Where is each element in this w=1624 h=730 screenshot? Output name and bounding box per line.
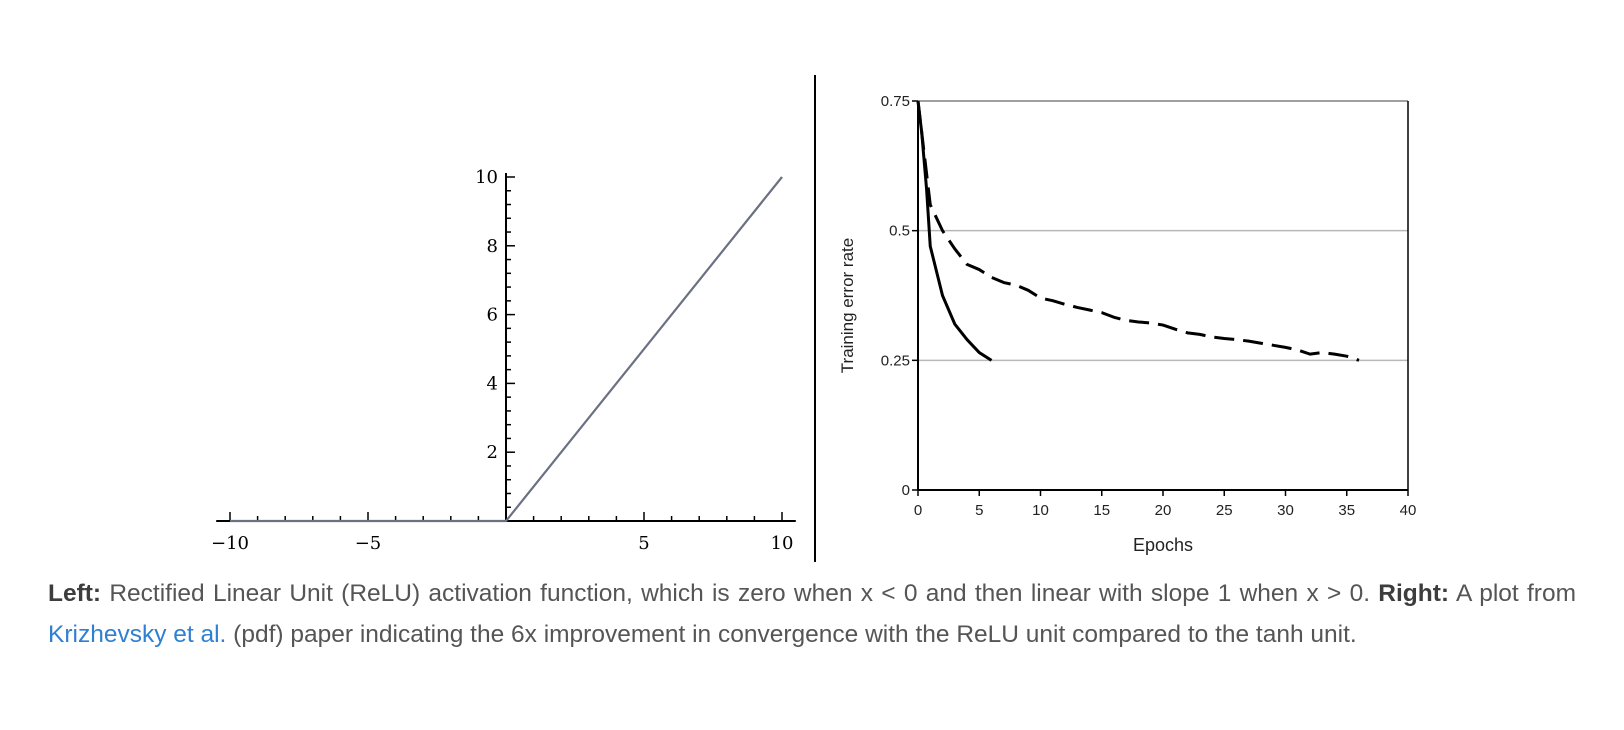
x-tick-label: 5: [975, 502, 983, 519]
caption-left-text: Rectified Linear Unit (ReLU) activation …: [101, 580, 1379, 607]
caption-right-text-1: A plot from: [1449, 580, 1576, 607]
y-tick-label: 0.25: [881, 352, 910, 369]
x-tick-label: 10: [771, 533, 794, 554]
x-tick-label: 0: [914, 502, 922, 519]
y-tick-label: 2: [487, 442, 498, 463]
caption-right-label: Right:: [1378, 580, 1450, 607]
x-tick-label: 5: [638, 533, 649, 554]
y-tick-label: 6: [487, 305, 498, 326]
y-tick-label: 8: [487, 236, 498, 257]
solid-series-line: [916, 100, 993, 362]
y-tick-label: 4: [487, 373, 498, 394]
figure-caption: Left: Rectified Linear Unit (ReLU) activ…: [48, 574, 1576, 655]
y-tick-label: 0.75: [881, 93, 910, 110]
y-tick-label: 0.5: [889, 223, 910, 240]
x-tick-label: 40: [1400, 502, 1417, 519]
relu-line: [230, 176, 783, 523]
x-tick-label: −5: [355, 533, 382, 554]
dashed-series-line: [916, 100, 1360, 362]
y-tick-label: 10: [475, 167, 498, 188]
krizhevsky-paper-link[interactable]: Krizhevsky et al.: [48, 620, 227, 648]
caption-right-text-2: (pdf) paper indicating the 6x improvemen…: [226, 620, 1357, 648]
training-error-chart: 0 5 10 15 20 25 30 35 40 0 0.25 0.5 0.75 Epochs Traini…: [838, 93, 1416, 555]
x-tick-label: 30: [1277, 502, 1294, 519]
x-tick-label: 10: [1032, 502, 1049, 519]
x-tick-label: 25: [1216, 502, 1233, 519]
x-tick-label: 20: [1155, 502, 1172, 519]
x-tick-label: 15: [1093, 502, 1110, 519]
x-axis-label: Epochs: [1133, 535, 1193, 555]
x-tick-label: 35: [1338, 502, 1355, 519]
y-tick-label: 0: [902, 482, 910, 499]
y-axis-label: Training error rate: [838, 238, 857, 373]
relu-chart: −10 −5 5 10 2 4 6 8 10: [211, 167, 796, 554]
x-tick-label: −10: [211, 533, 249, 554]
caption-left-label: Left:: [48, 580, 102, 607]
